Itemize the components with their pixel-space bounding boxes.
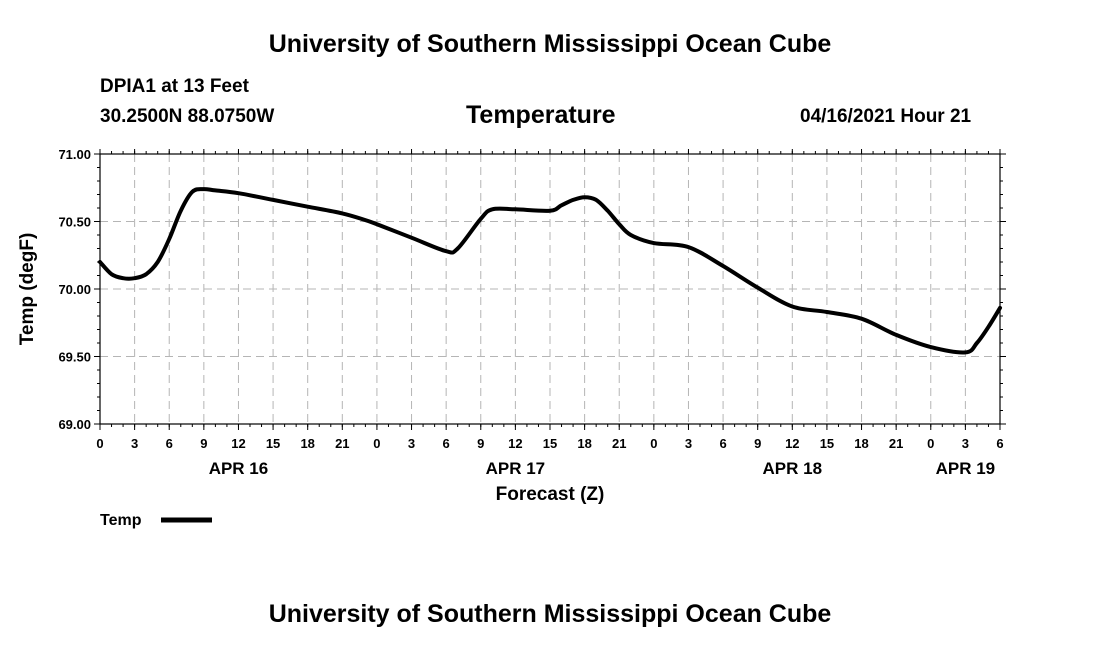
x-tick-label: 9 [754,436,761,451]
date-label: APR 19 [936,459,996,478]
x-tick-label: 3 [408,436,415,451]
y-tick-label: 69.00 [58,417,91,432]
y-axis-label: Temp (degF) [17,233,38,346]
temp-series-line [98,187,1002,355]
y-tick-label: 70.50 [58,215,91,230]
forecast-datetime: 04/16/2021 Hour 21 [800,106,972,127]
x-axis-date-labels: APR 16 APR 17 APR 18 APR 19 [209,459,995,478]
x-tick-label: 0 [373,436,380,451]
chart-title-top: University of Southern Mississippi Ocean… [268,30,832,58]
x-tick-label: 6 [443,436,450,451]
date-label: APR 16 [209,459,269,478]
x-axis-tick-labels: 0 3 6 9 12 15 18 21 0 3 6 9 12 15 18 21 0 3 6 9 12 15 18 21 0 3 6 [96,436,1003,451]
x-tick-label: 0 [927,436,934,451]
x-tick-label: 12 [785,436,799,451]
x-tick-label: 18 [577,436,591,451]
x-tick-label: 3 [685,436,692,451]
x-tick-label: 12 [231,436,245,451]
x-axis-label: Forecast (Z) [496,484,605,505]
x-tick-label: 6 [166,436,173,451]
x-tick-label: 15 [543,436,557,451]
y-axis-tick-labels: 69.00 69.50 70.00 70.50 71.00 [58,147,91,432]
chart-title: Temperature [466,101,616,129]
station-coordinates: 30.2500N 88.0750W [100,106,275,127]
y-tick-label: 71.00 [58,147,91,162]
x-tick-label: 6 [719,436,726,451]
x-tick-label: 15 [820,436,834,451]
x-tick-label: 0 [650,436,657,451]
y-tick-label: 69.50 [58,350,91,365]
x-tick-label: 12 [508,436,522,451]
x-tick-label: 18 [300,436,314,451]
x-tick-label: 3 [131,436,138,451]
date-label: APR 18 [763,459,823,478]
x-tick-label: 3 [962,436,969,451]
date-label: APR 17 [486,459,546,478]
plot-frame [99,153,1001,425]
chart-title-bottom: University of Southern Mississippi Ocean… [268,600,832,628]
grid-lines [100,154,1000,424]
x-tick-label: 21 [612,436,626,451]
station-label: DPIA1 at 13 Feet [100,76,249,97]
x-tick-label: 21 [889,436,903,451]
x-tick-label: 21 [335,436,349,451]
legend-label: Temp [100,512,142,529]
x-tick-label: 18 [854,436,868,451]
x-tick-label: 9 [477,436,484,451]
x-tick-label: 15 [266,436,280,451]
x-tick-label: 6 [996,436,1003,451]
y-tick-label: 70.00 [58,282,91,297]
x-tick-label: 9 [200,436,207,451]
x-tick-label: 0 [96,436,103,451]
